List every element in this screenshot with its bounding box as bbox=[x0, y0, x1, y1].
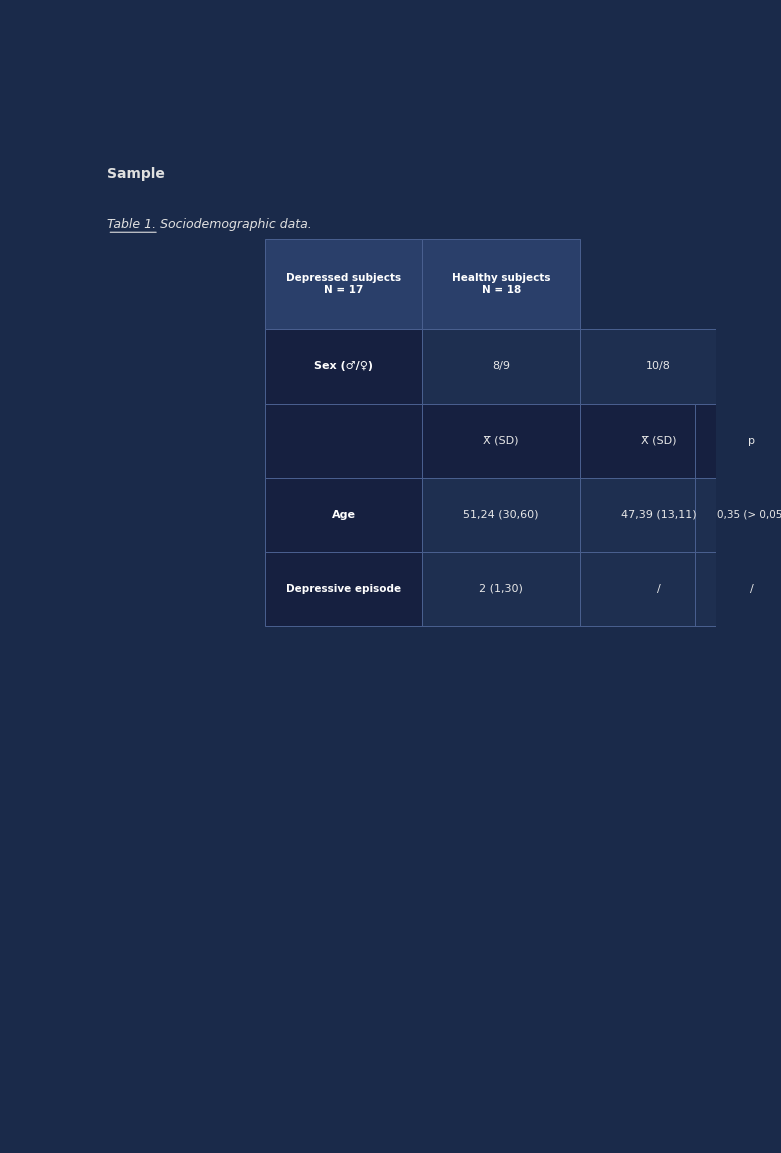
Bar bbox=[265, 330, 423, 404]
Text: p: p bbox=[748, 436, 755, 445]
Bar bbox=[108, 255, 265, 330]
Text: Depressive episode: Depressive episode bbox=[286, 583, 401, 594]
Text: 8/9: 8/9 bbox=[492, 362, 510, 371]
Bar bbox=[265, 404, 423, 477]
Bar bbox=[580, 477, 737, 552]
Bar bbox=[108, 330, 265, 404]
Bar bbox=[580, 552, 737, 626]
Text: /: / bbox=[750, 583, 754, 594]
Bar bbox=[265, 477, 423, 552]
Text: Depressed subjects
N = 17: Depressed subjects N = 17 bbox=[286, 273, 401, 295]
Text: X̅ (SD): X̅ (SD) bbox=[641, 436, 676, 445]
Text: /: / bbox=[657, 583, 661, 594]
Bar bbox=[423, 477, 580, 552]
Text: 10/8: 10/8 bbox=[647, 362, 671, 371]
Bar bbox=[265, 239, 423, 330]
Bar bbox=[108, 404, 265, 477]
Text: 51,24 (30,60): 51,24 (30,60) bbox=[463, 510, 539, 520]
Text: 47,39 (13,11): 47,39 (13,11) bbox=[621, 510, 697, 520]
Text: 2 (1,30): 2 (1,30) bbox=[480, 583, 523, 594]
Text: X̅ (SD): X̅ (SD) bbox=[483, 436, 519, 445]
Bar bbox=[423, 552, 580, 626]
Text: Age: Age bbox=[332, 510, 355, 520]
Bar bbox=[580, 330, 737, 404]
Bar bbox=[423, 330, 580, 404]
Bar bbox=[580, 404, 737, 477]
Bar bbox=[265, 552, 423, 626]
Bar bbox=[423, 239, 580, 330]
Text: 0,35 (> 0,05): 0,35 (> 0,05) bbox=[717, 510, 781, 520]
Bar bbox=[694, 477, 781, 552]
Bar bbox=[423, 404, 580, 477]
Text: Sample: Sample bbox=[108, 167, 166, 181]
Text: Table 1. Sociodemographic data.: Table 1. Sociodemographic data. bbox=[108, 218, 312, 231]
Bar bbox=[108, 477, 265, 552]
Bar bbox=[694, 552, 781, 626]
Text: Healthy subjects
N = 18: Healthy subjects N = 18 bbox=[452, 273, 551, 295]
Bar bbox=[108, 552, 265, 626]
Bar bbox=[694, 404, 781, 477]
Text: Sex (♂/♀): Sex (♂/♀) bbox=[314, 362, 373, 371]
